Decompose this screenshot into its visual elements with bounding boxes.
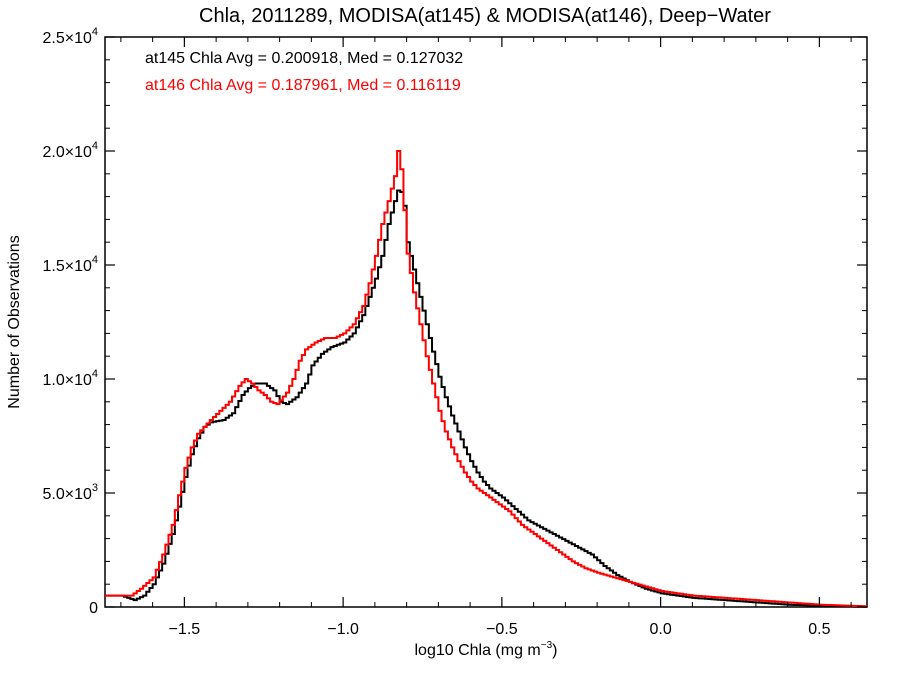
y-tick-label: 1.0×104 bbox=[42, 368, 98, 389]
y-tick-label: 1.5×104 bbox=[42, 254, 98, 275]
series-layer bbox=[105, 150, 868, 608]
chart-title: Chla, 2011289, MODISA(at145) & MODISA(at… bbox=[199, 5, 771, 27]
y-tick-labels: 0 5.0×103 1.0×104 1.5×104 2.0×104 2.5×104 bbox=[42, 26, 98, 617]
series-line-0 bbox=[105, 189, 868, 608]
y-tick-label: 0 bbox=[89, 600, 98, 617]
x-tick-label: −1.5 bbox=[169, 621, 201, 638]
y-axis-label: Number of Observations bbox=[6, 235, 23, 408]
x-axis-label-close: ) bbox=[552, 642, 557, 659]
y-tick-label: 5.0×103 bbox=[42, 482, 98, 503]
x-axis-label: log10 Chla (mg m−3) bbox=[414, 640, 557, 659]
y-tick-label: 2.0×104 bbox=[42, 140, 98, 161]
x-tick-label: 0.5 bbox=[808, 621, 830, 638]
plot-frame bbox=[104, 36, 868, 608]
series-line-1 bbox=[105, 150, 868, 608]
x-tick-labels: −1.5 −1.0 −0.5 0.0 0.5 bbox=[169, 621, 831, 638]
x-tick-label: 0.0 bbox=[650, 621, 672, 638]
annotation-at146: at146 Chla Avg = 0.187961, Med = 0.11611… bbox=[145, 77, 461, 94]
x-axis-label-sup: −3 bbox=[541, 640, 553, 651]
y-tick-label: 2.5×104 bbox=[42, 26, 98, 47]
x-tick-label: −0.5 bbox=[486, 621, 518, 638]
x-tick-label: −1.0 bbox=[327, 621, 359, 638]
x-axis-label-main: log10 Chla (mg m bbox=[414, 642, 540, 659]
annotation-at145: at145 Chla Avg = 0.200918, Med = 0.12703… bbox=[145, 50, 463, 67]
ticks-layer bbox=[105, 36, 867, 608]
